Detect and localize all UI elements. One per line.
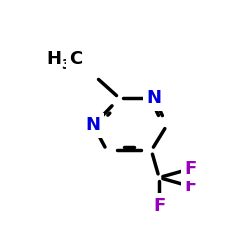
Text: C: C <box>69 50 82 68</box>
Text: 3: 3 <box>61 58 71 72</box>
Text: H: H <box>47 50 62 68</box>
Text: F: F <box>184 160 196 178</box>
Text: N: N <box>86 116 101 134</box>
Text: N: N <box>147 89 162 107</box>
Text: F: F <box>184 177 196 195</box>
Text: F: F <box>153 197 165 215</box>
